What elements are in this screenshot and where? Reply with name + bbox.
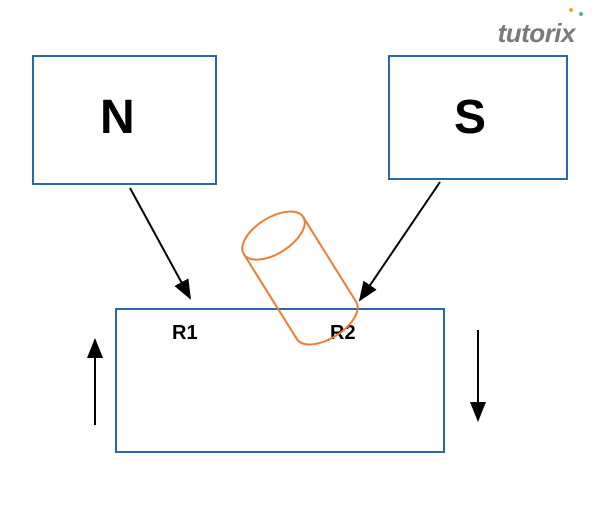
ring-r1-label: R1 bbox=[172, 322, 198, 345]
south-pole-box: S bbox=[388, 55, 568, 180]
ring-r2-label: R2 bbox=[330, 322, 356, 345]
arrow-from-north bbox=[130, 188, 190, 298]
arrow-from-south bbox=[360, 182, 440, 300]
tutorix-logo: tutorix bbox=[498, 18, 575, 49]
armature-box: R1 R2 bbox=[115, 308, 445, 453]
south-pole-label: S bbox=[454, 90, 486, 145]
north-pole-box: N bbox=[32, 55, 217, 185]
north-pole-label: N bbox=[100, 90, 135, 145]
